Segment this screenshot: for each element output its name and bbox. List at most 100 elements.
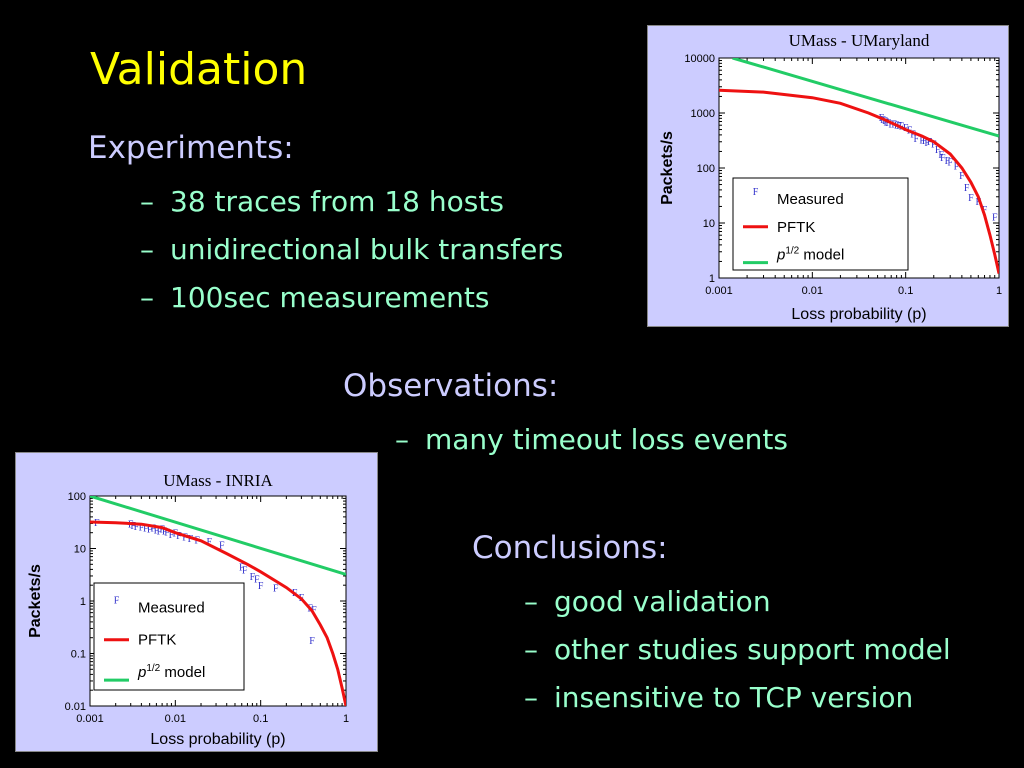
bullet-text: good validation [554, 585, 771, 618]
legend-label-sup: 1/2 [785, 246, 799, 257]
measured-point: F [154, 526, 160, 537]
conclusions-list: – good validation – other studies support … [524, 578, 951, 722]
measured-point: F [143, 524, 149, 535]
measured-point: F [134, 522, 140, 533]
list-item: – many timeout loss events [395, 416, 788, 464]
x-tick-label: 0.1 [253, 713, 268, 725]
measured-point: F [130, 521, 136, 532]
measured-point: F [954, 162, 960, 173]
measured-point: F [139, 523, 145, 534]
legend-marker-measured: F [753, 187, 759, 198]
bullet-dash: – [524, 633, 538, 666]
experiments-list: –38 traces from 18 hosts – unidirectional… [140, 178, 563, 322]
y-tick-label: 10 [703, 218, 715, 230]
legend-label-rest: model [799, 247, 844, 264]
legend-box [93, 582, 245, 691]
measured-point: F [968, 193, 974, 204]
measured-point: F [888, 119, 894, 130]
measured-point: F [938, 150, 944, 161]
chart-umass-umaryland: UMass - UMaryland 0.001 0.01 0.1 1 1 10 100 1000… [647, 25, 1009, 327]
y-tick-label: 0.01 [65, 701, 86, 713]
list-item: – unidirectional bulk transfers [140, 226, 563, 274]
bullet-text: 100sec measurements [170, 281, 490, 314]
measured-point: F [924, 138, 930, 149]
measured-point: F [169, 530, 175, 541]
measured-point: F [885, 118, 891, 129]
chart-umass-inria: UMass - INRIA 0.001 0.01 0.1 1 0.01 0.1 1 10 100 L… [15, 452, 378, 752]
pftk-line [90, 520, 346, 706]
measured-point: F [164, 528, 170, 539]
bullet-dash: – [524, 681, 538, 714]
y-tick-label: 0.1 [71, 649, 86, 661]
measured-point: F [884, 118, 890, 129]
y-tick-label: 10000 [684, 53, 715, 65]
x-tick-label: 0.1 [898, 285, 913, 297]
measured-point: F [239, 563, 245, 574]
x-axis-label: Loss probability (p) [150, 731, 285, 748]
chart-svg: UMass - UMaryland 0.001 0.01 0.1 1 1 10 100 1000… [659, 31, 1002, 323]
legend-label: PFTK [777, 219, 815, 236]
legend-label: p1/2 model [776, 246, 844, 264]
slide-title: Validation [90, 44, 308, 95]
bullet-dash: – [140, 281, 154, 314]
bullet-text: 38 traces from 18 hosts [170, 185, 504, 218]
measured-point: F [959, 171, 965, 182]
y-tick-label: 10 [74, 544, 86, 556]
x-tick-label: 1 [343, 713, 349, 725]
measured-point: F [931, 139, 937, 150]
legend-label: Measured [777, 191, 844, 208]
measured-point: F [982, 205, 988, 216]
conclusions-heading: Conclusions: [472, 530, 668, 566]
legend-box [732, 177, 909, 271]
bullet-dash: – [524, 585, 538, 618]
measured-point: F [992, 213, 998, 224]
measured-point: F [919, 135, 925, 146]
y-axis-label: Packets/s [27, 564, 44, 638]
y-tick-label: 100 [68, 491, 86, 503]
legend-label: Measured [138, 599, 205, 616]
measured-point: F [150, 524, 156, 535]
sqrt-model-line [732, 58, 999, 138]
list-item: – other studies support model [524, 626, 951, 674]
measured-point: F [914, 134, 920, 145]
legend-label: PFTK [138, 632, 176, 649]
observations-list: – many timeout loss events [395, 416, 788, 464]
measured-point: F [159, 525, 165, 536]
measured-point: F [207, 537, 213, 548]
x-tick-label: 0.001 [705, 285, 733, 297]
measured-point: F [254, 574, 260, 585]
pftk-line [719, 88, 999, 274]
measured-point: F [157, 527, 163, 538]
measured-point: F [147, 525, 153, 536]
measured-point: F [258, 581, 264, 592]
legend-label-rest: model [160, 664, 205, 681]
legend-marker-measured: F [114, 595, 120, 606]
measured-point: F [176, 531, 182, 542]
x-tick-label: 0.001 [76, 713, 104, 725]
y-tick-label: 100 [697, 163, 715, 175]
measured-point: F [940, 153, 946, 164]
observations-heading: Observations: [343, 368, 559, 404]
experiments-heading: Experiments: [88, 130, 294, 166]
list-item: – insensitive to TCP version [524, 674, 951, 722]
x-tick-label: 0.01 [165, 713, 186, 725]
x-tick-label: 0.01 [802, 285, 823, 297]
bullet-text: other studies support model [554, 633, 951, 666]
measured-point: F [250, 572, 256, 583]
measured-point: F [162, 527, 168, 538]
measured-point: F [945, 156, 951, 167]
legend-label-italic: p [137, 664, 146, 681]
legend-label: p1/2 model [137, 663, 205, 681]
measured-point: F [182, 532, 188, 543]
list-item: –100sec measurements [140, 274, 563, 322]
measured-point: F [910, 130, 916, 141]
bullet-text: unidirectional bulk transfers [170, 233, 564, 266]
measured-point: F [935, 145, 941, 156]
y-axis-label: Packets/s [659, 131, 676, 205]
sqrt-model-line [90, 496, 346, 576]
list-item: –38 traces from 18 hosts [140, 178, 563, 226]
measured-point: F [922, 136, 928, 147]
measured-point: F [976, 197, 982, 208]
